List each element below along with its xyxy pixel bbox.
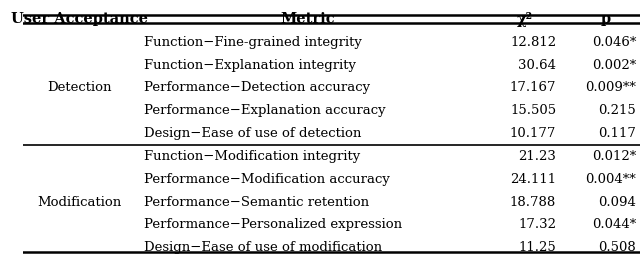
Text: Performance−Detection accuracy: Performance−Detection accuracy [144, 82, 371, 94]
Text: 18.788: 18.788 [510, 196, 556, 208]
Text: 0.215: 0.215 [598, 104, 636, 117]
Text: Performance−Explanation accuracy: Performance−Explanation accuracy [144, 104, 386, 117]
Text: 0.012*: 0.012* [592, 150, 636, 163]
Text: 0.002*: 0.002* [592, 59, 636, 71]
Text: Modification: Modification [38, 196, 122, 208]
Text: 0.004**: 0.004** [586, 173, 636, 186]
Text: Design−Ease of use of modification: Design−Ease of use of modification [144, 241, 382, 254]
Text: 0.117: 0.117 [598, 127, 636, 140]
Text: p: p [600, 12, 611, 26]
Text: 21.23: 21.23 [518, 150, 556, 163]
Text: Performance−Semantic retention: Performance−Semantic retention [144, 196, 369, 208]
Text: Design−Ease of use of detection: Design−Ease of use of detection [144, 127, 362, 140]
Text: Performance−Personalized expression: Performance−Personalized expression [144, 218, 403, 231]
Text: 0.009**: 0.009** [585, 82, 636, 94]
Text: 0.046*: 0.046* [592, 36, 636, 49]
Text: Detection: Detection [47, 82, 112, 94]
Text: Function−Fine-grained integrity: Function−Fine-grained integrity [144, 36, 362, 49]
Text: 30.64: 30.64 [518, 59, 556, 71]
Text: 10.177: 10.177 [510, 127, 556, 140]
Text: Metric: Metric [281, 12, 335, 26]
Text: Function−Explanation integrity: Function−Explanation integrity [144, 59, 356, 71]
Text: 15.505: 15.505 [510, 104, 556, 117]
Text: User Acceptance: User Acceptance [12, 12, 148, 26]
Text: 0.508: 0.508 [598, 241, 636, 254]
Text: 17.167: 17.167 [509, 82, 556, 94]
Text: 24.111: 24.111 [510, 173, 556, 186]
Text: Performance−Modification accuracy: Performance−Modification accuracy [144, 173, 390, 186]
Text: 0.094: 0.094 [598, 196, 636, 208]
Text: 12.812: 12.812 [510, 36, 556, 49]
Text: χ²: χ² [517, 12, 533, 27]
Text: Function−Modification integrity: Function−Modification integrity [144, 150, 360, 163]
Text: 17.32: 17.32 [518, 218, 556, 231]
Text: 0.044*: 0.044* [592, 218, 636, 231]
Text: 11.25: 11.25 [518, 241, 556, 254]
